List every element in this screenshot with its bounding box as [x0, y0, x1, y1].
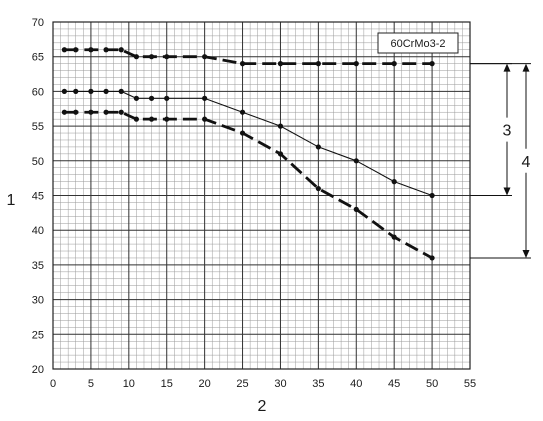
- x-tick-label: 25: [236, 378, 248, 390]
- series-3-point: [88, 109, 94, 115]
- x-tick-label: 40: [350, 378, 362, 390]
- x-tick-label: 20: [199, 378, 211, 390]
- series-2-point: [118, 88, 124, 94]
- annotation-3-arrowhead-top: [503, 63, 511, 72]
- y-tick-label: 30: [32, 295, 44, 307]
- x-tick-label: 45: [388, 378, 400, 390]
- legend-box: 60CrMo3-2: [377, 32, 459, 54]
- series-2-point: [239, 109, 246, 115]
- x-tick-label: 15: [161, 378, 173, 390]
- series-1-point: [391, 61, 397, 67]
- x-tick-label: 35: [312, 378, 324, 390]
- series-1-point: [148, 54, 155, 60]
- series-3-point: [277, 151, 284, 157]
- series-1-point: [103, 47, 109, 53]
- series-3-point: [202, 116, 208, 122]
- series-3-point: [118, 109, 124, 115]
- series-2-point: [315, 144, 321, 150]
- series-2-line: [64, 90, 433, 197]
- series-1-point: [61, 47, 67, 53]
- series-1-point: [88, 47, 94, 53]
- series-3-point: [61, 109, 67, 115]
- series-2-point: [148, 95, 155, 101]
- annotation-layer: 34: [470, 63, 531, 259]
- series-3-point: [133, 116, 139, 122]
- y-axis-label: 1: [7, 192, 16, 209]
- series-1-point: [164, 54, 170, 60]
- annotation-4-label: 4: [522, 154, 531, 171]
- y-tick-label: 70: [32, 17, 44, 29]
- y-tick-label: 50: [32, 156, 44, 168]
- series-2-point: [353, 158, 359, 164]
- series-1-point: [429, 61, 435, 67]
- y-tick-label: 40: [32, 225, 44, 237]
- series-2-point: [391, 179, 397, 185]
- series-2-point: [88, 88, 94, 94]
- series-1-point: [239, 61, 246, 67]
- annotation-3-label: 3: [503, 123, 512, 140]
- series-3-point: [391, 234, 397, 240]
- x-tick-label: 5: [88, 378, 94, 390]
- y-tick-label: 20: [32, 364, 44, 376]
- series-1-point: [73, 47, 79, 53]
- series-2-point: [73, 88, 79, 94]
- series-2-point: [277, 123, 284, 129]
- series-1-point: [315, 61, 321, 67]
- series-3-point: [315, 185, 321, 192]
- series-2-point: [429, 192, 435, 199]
- y-tick-label: 45: [32, 191, 44, 203]
- series-1-point: [353, 61, 359, 67]
- series-1-point: [133, 54, 139, 60]
- annotation-4-arrowhead-top: [522, 63, 530, 72]
- y-tick-label: 60: [32, 86, 44, 98]
- x-tick-label: 0: [50, 378, 56, 390]
- series-3-point: [429, 255, 435, 261]
- x-tick-label: 10: [123, 378, 135, 390]
- series-3-point: [103, 109, 109, 115]
- y-tick-label: 25: [32, 329, 44, 341]
- series-3-point: [164, 116, 170, 122]
- series-1-point: [277, 61, 284, 67]
- y-tick-label: 55: [32, 121, 44, 133]
- x-tick-label: 55: [464, 378, 476, 390]
- series-layer: [61, 47, 435, 261]
- x-tick-label: 30: [274, 378, 286, 390]
- y-tick-label: 35: [32, 260, 44, 272]
- series-2-point: [133, 95, 139, 101]
- x-tick-label: 50: [426, 378, 438, 390]
- annotation-4-arrowhead-bottom: [522, 249, 530, 258]
- series-1-point: [118, 47, 124, 53]
- series-2-point: [164, 95, 170, 101]
- series-3-line: [64, 110, 433, 260]
- series-1-point: [202, 54, 208, 60]
- legend-label: 60CrMo3-2: [390, 38, 445, 50]
- tick-labels: 0 5 10 15 20 25 30 35 40 45 50 55 20 25 30 35 40 45 50 55 60…: [32, 17, 476, 390]
- major-grid: [52, 21, 471, 370]
- series-3-point: [239, 130, 246, 136]
- series-3-point: [73, 109, 79, 115]
- x-axis-label: 2: [258, 398, 267, 415]
- series-2-point: [61, 88, 67, 94]
- series-2-point: [202, 95, 208, 101]
- series-3-point: [148, 116, 155, 122]
- series-3-point: [353, 206, 359, 212]
- series-2-point: [103, 88, 109, 94]
- annotation-3-arrowhead-bottom: [503, 187, 511, 196]
- y-tick-label: 65: [32, 52, 44, 64]
